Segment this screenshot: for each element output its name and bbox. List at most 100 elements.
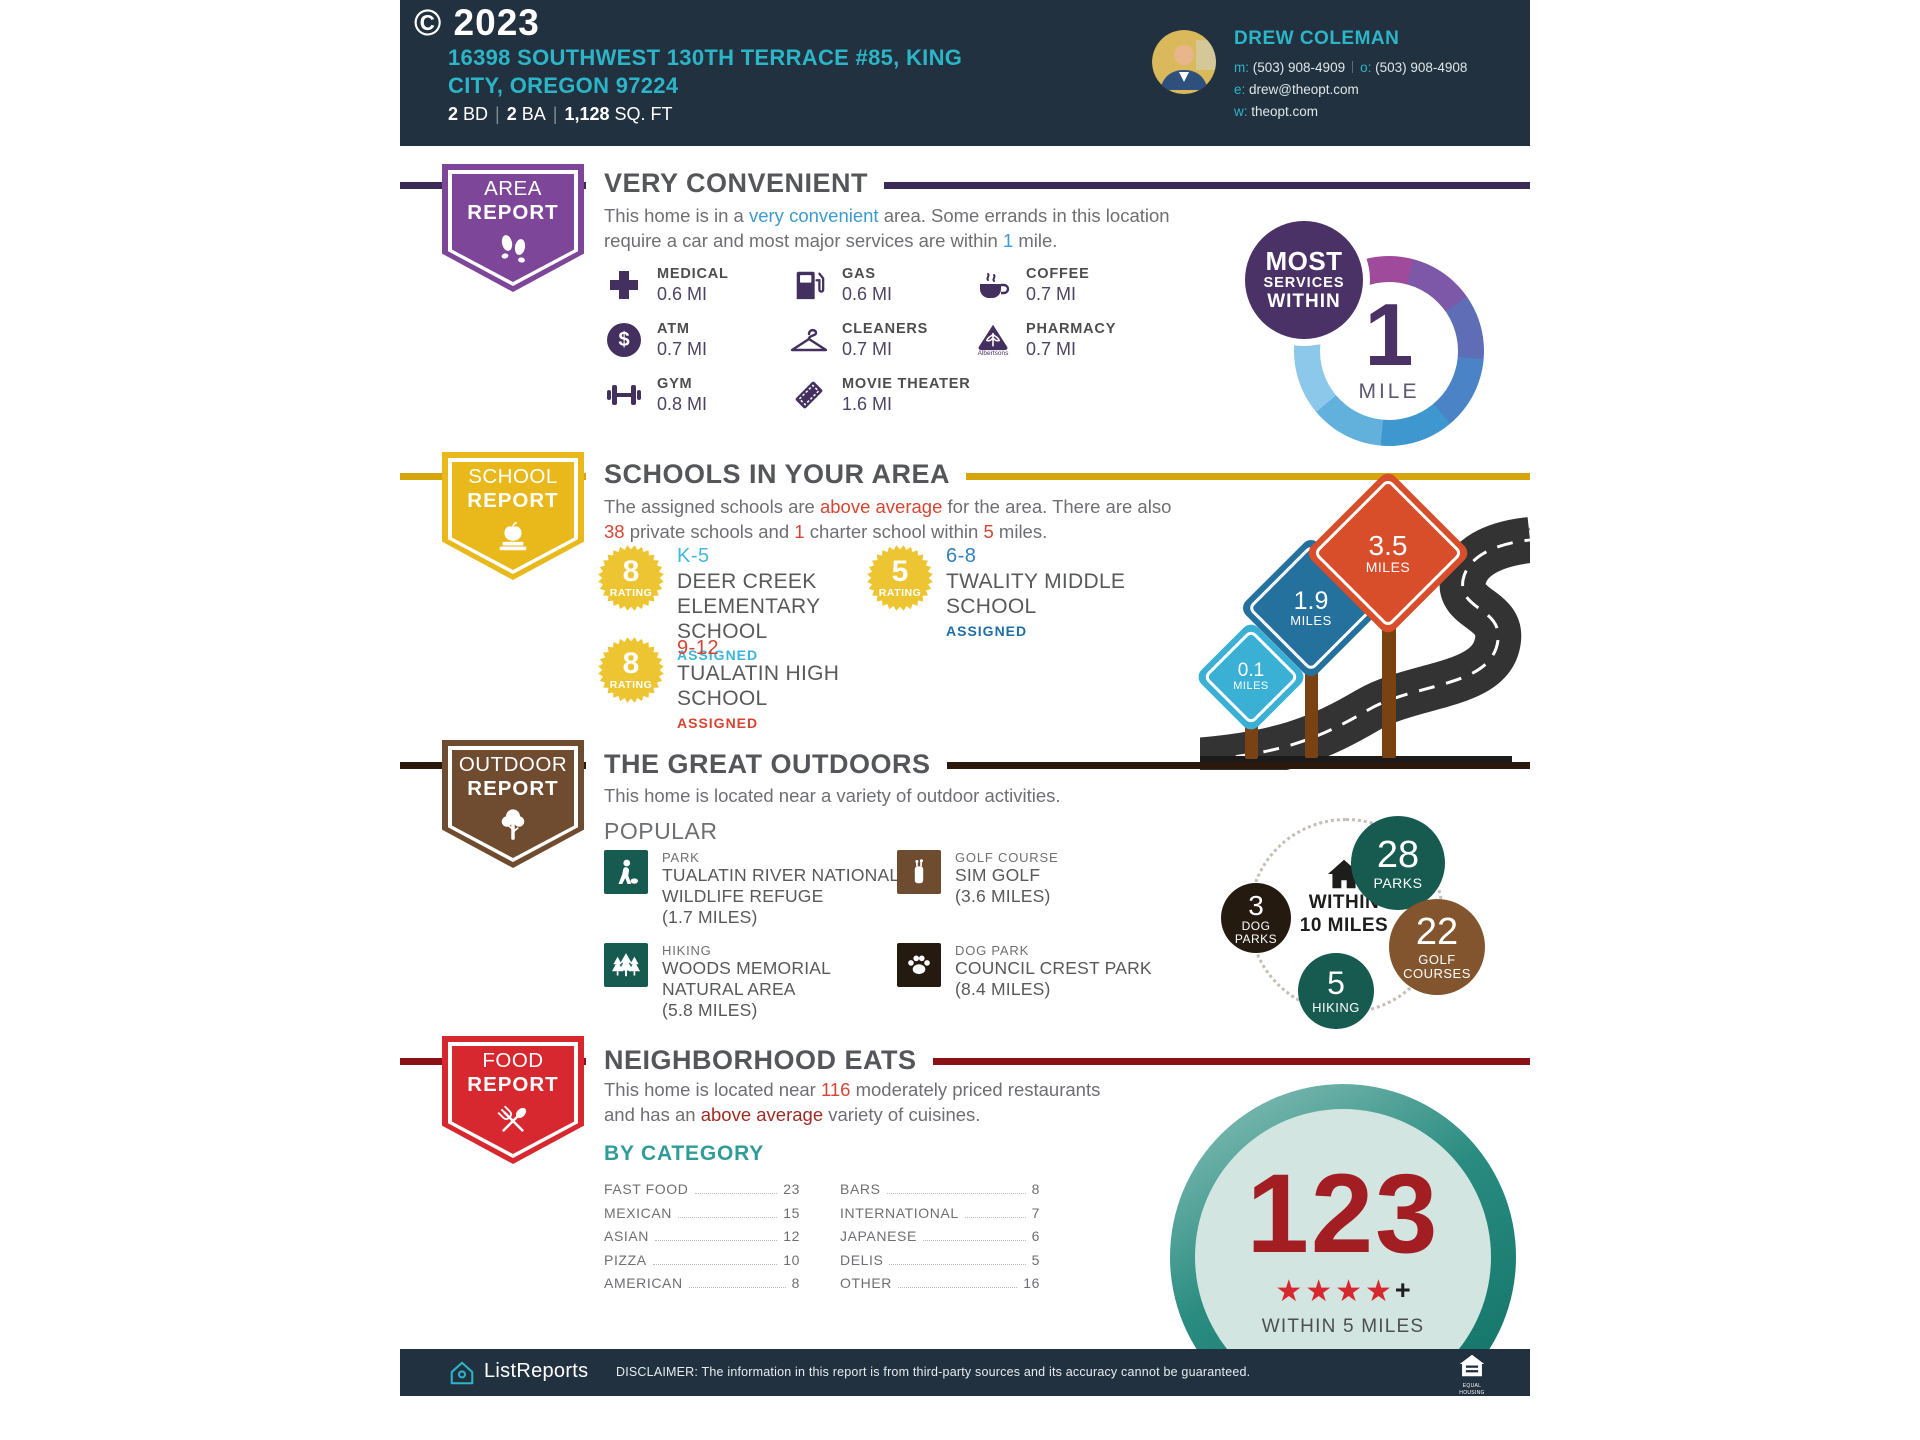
rating-number: 5 [891, 555, 909, 589]
office-number[interactable]: (503) 908-4908 [1375, 60, 1468, 76]
crossed-utensils-icon [442, 1101, 584, 1146]
coffee-cup-icon [973, 265, 1013, 305]
hanger-icon [789, 320, 829, 360]
stat-value: 28 [1376, 833, 1420, 876]
category-row: AMERICAN 8 [604, 1275, 800, 1291]
school-badge-line1: SCHOOL [468, 465, 558, 488]
stat-label: COURSES [1403, 965, 1471, 981]
category-row: FAST FOOD 23 [604, 1181, 800, 1197]
bd-label: BD [463, 104, 489, 124]
sign-unit: MILES [1290, 613, 1332, 629]
header-bar [400, 0, 1530, 146]
medical-cross-icon [604, 265, 644, 305]
stat-golf-courses: 22 GOLF COURSES [1389, 899, 1485, 995]
most-services-circle: MOST SERVICES WITHIN [1245, 221, 1363, 339]
agent-email[interactable]: drew@theopt.com [1249, 81, 1359, 97]
outdoor-badge-line2: REPORT [467, 776, 559, 800]
category-count: 15 [783, 1204, 800, 1221]
area-report-badge: AREA REPORT [442, 164, 584, 292]
school-name: TUALATIN HIGH SCHOOL [677, 662, 840, 710]
outdoor-item-distance: (3.6 MILES) [955, 886, 1051, 906]
stat-value: 5 [1327, 965, 1345, 1002]
category-count: 8 [791, 1275, 800, 1291]
category-row: DELIS 5 [840, 1252, 1040, 1268]
area-desc-part: This home is in a [604, 205, 749, 226]
by-category-subheading: BY CATEGORY [604, 1142, 765, 1165]
listreports-house-icon [450, 1361, 474, 1385]
outdoor-item-name: WOODS MEMORIAL NATURAL AREA [662, 958, 831, 999]
outdoor-section-title: THE GREAT OUTDOORS [586, 749, 947, 780]
paw-icon [897, 943, 941, 987]
school-grades: 9-12 [677, 637, 720, 659]
area-section-line [400, 182, 1530, 189]
stars-icon: ★★★★ [1275, 1275, 1395, 1308]
outdoor-item-category: DOG PARK [955, 943, 1030, 958]
school-entry-high: 8 RATING 9-12 TUALATIN HIGH SCHOOL ASSIGN… [598, 637, 892, 731]
area-badge-line2: REPORT [467, 200, 559, 224]
school-assigned-tag: ASSIGNED [677, 714, 759, 731]
school-section-title: SCHOOLS IN YOUR AREA [586, 459, 967, 490]
outdoor-item-distance: (8.4 MILES) [955, 979, 1051, 999]
school-desc-highlight: above average [819, 496, 943, 517]
msw-line2: SERVICES [1263, 274, 1345, 291]
agent-web-row: w: theopt.com [1234, 101, 1467, 123]
amenity-gas: GAS 0.6 MI [789, 265, 892, 305]
category-count: 7 [1031, 1204, 1040, 1221]
outdoor-item-distance: (5.8 MILES) [662, 1000, 758, 1020]
sign-value: 1.9 [1293, 587, 1329, 616]
category-count: 5 [1031, 1251, 1040, 1268]
tree-icon [442, 805, 584, 850]
category-count: 16 [1023, 1275, 1040, 1291]
agent-website[interactable]: theopt.com [1251, 103, 1319, 119]
sign-unit: MILES [1233, 680, 1269, 693]
outdoor-badge-line1: OUTDOOR [458, 753, 568, 776]
area-description: This home is in a very convenient area. … [604, 204, 1189, 254]
school-distance-road-graphic: 0.1 MILES 1.9 MILES 3.5 MILES [1194, 469, 1530, 770]
category-row: INTERNATIONAL 7 [840, 1205, 1040, 1221]
food-badge-line1: FOOD [482, 1049, 544, 1072]
phone-separator [1352, 61, 1354, 74]
distance-sign-3-5: 3.5 MILES [1304, 469, 1472, 637]
mobile-number[interactable]: (503) 908-4909 [1252, 60, 1346, 76]
stat-dog-parks: 3 DOG PARKS [1221, 883, 1291, 953]
amenity-pharmacy: Albertsons PHARMACY 0.7 MI [973, 320, 1116, 360]
amenity-coffee: COFFEE 0.7 MI [973, 265, 1090, 305]
star-rating: ★★★★+ [1170, 1274, 1516, 1309]
popular-subheading: POPULAR [604, 818, 718, 844]
category-row: MEXICAN 15 [604, 1205, 800, 1221]
listreports-brand[interactable]: ListReports [484, 1360, 589, 1382]
area-badge-line1: AREA [484, 177, 542, 200]
outdoor-item-name: TUALATIN RIVER NATIONAL WILDLIFE REFUGE [662, 865, 899, 906]
school-name: DEER CREEK ELEMENTARY SCHOOL [677, 570, 821, 643]
outdoor-item-category: PARK [662, 850, 700, 865]
equal-housing-icon [1459, 1354, 1485, 1377]
outdoor-section-line [400, 762, 1530, 769]
stat-label: PARKS [1373, 874, 1423, 891]
rating-number: 8 [622, 555, 640, 589]
amenity-gym: GYM 0.8 MI [604, 375, 707, 415]
school-assigned-tag: ASSIGNED [946, 622, 1028, 639]
spec-separator: | [552, 104, 558, 124]
amenity-distance: 1.6 MI [842, 393, 893, 414]
amenity-distance: 0.7 MI [1026, 338, 1077, 359]
outdoor-item-dogpark: DOG PARK COUNCIL CREST PARK (8.4 MILES) [897, 943, 1207, 1000]
email-label: e: [1234, 81, 1246, 97]
category-row: JAPANESE 6 [840, 1228, 1040, 1244]
food-badge-line2: REPORT [467, 1072, 559, 1096]
agent-photo-icon [1152, 30, 1216, 94]
web-label: w: [1234, 103, 1248, 119]
ba-value: 2 [506, 104, 517, 124]
sqft-value: 1,128 [564, 104, 610, 124]
sign-value: 3.5 [1368, 529, 1408, 561]
rating-word: RATING [609, 679, 653, 692]
stat-label: DOG [1241, 919, 1271, 934]
school-desc-part: private schools and [624, 520, 795, 542]
category-label: MEXICAN [604, 1204, 672, 1221]
school-entry-middle: 5 RATING 6-8 TWALITY MIDDLE SCHOOL ASSIGN… [867, 545, 1161, 639]
area-section-title: VERY CONVENIENT [586, 168, 885, 199]
category-label: FAST FOOD [604, 1181, 689, 1197]
amenity-atm: $ ATM 0.7 MI [604, 320, 707, 360]
sign-unit: MILES [1365, 559, 1411, 576]
category-column-1: FAST FOOD 23 MEXICAN 15 ASIAN 12 PIZZA 10 AM… [604, 1181, 800, 1291]
